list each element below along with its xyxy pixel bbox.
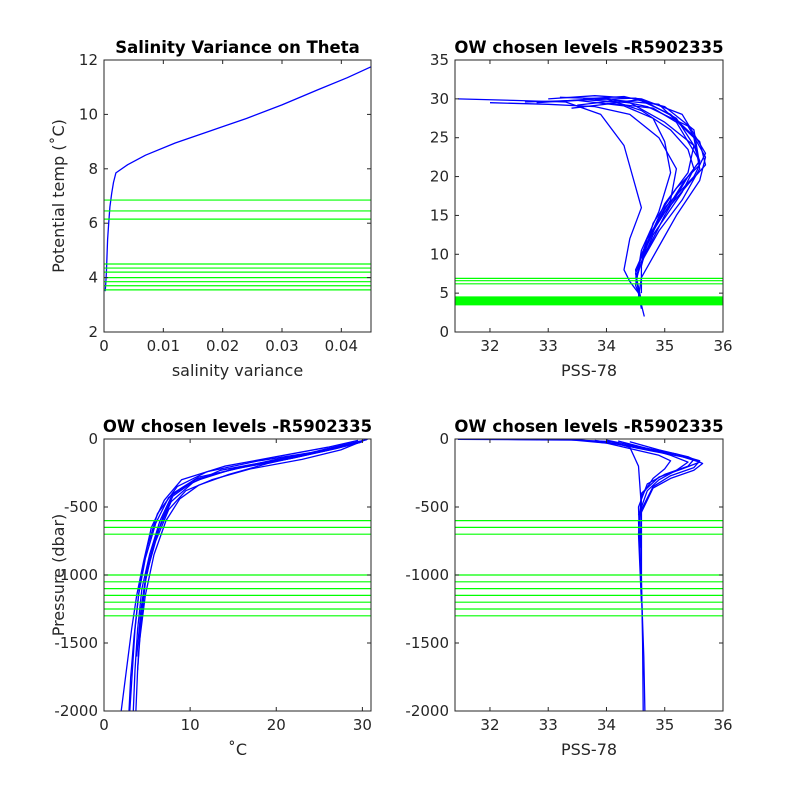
x-tick-label: 36 xyxy=(713,337,732,355)
y-tick-label: 25 xyxy=(430,129,449,147)
series-line-5 xyxy=(489,102,678,302)
y-tick-label: 0 xyxy=(439,323,449,341)
axes-box xyxy=(454,59,724,333)
y-tick-label: 10 xyxy=(79,105,98,123)
y-tick-label: 2 xyxy=(88,323,98,341)
x-tick-label: 0 xyxy=(99,716,109,734)
x-tick-label: 32 xyxy=(480,337,499,355)
y-tick-label: 8 xyxy=(88,160,98,178)
x-tick-label: 0.04 xyxy=(325,337,358,355)
x-axis-label: PSS-78 xyxy=(561,361,617,380)
y-tick-label: 0 xyxy=(439,430,449,448)
y-tick-label: 20 xyxy=(430,168,449,186)
series-line-8 xyxy=(606,98,695,282)
axes-box xyxy=(103,59,372,333)
plot-area xyxy=(455,60,723,332)
series-line-11 xyxy=(524,99,672,286)
series-line-7 xyxy=(637,520,646,711)
series-line-3 xyxy=(606,439,701,575)
series-line-0 xyxy=(104,66,371,292)
y-tick-label: 15 xyxy=(430,206,449,224)
x-tick-label: 10 xyxy=(181,716,200,734)
salinity-pressure-plot: 32 33 34 35 36 -2000 -1500 -1000 -500 0 OW chosen … xyxy=(405,417,732,759)
x-tick-label: 0.02 xyxy=(206,337,239,355)
y-tick-label: 5 xyxy=(439,284,449,302)
plot-title: OW chosen levels -R5902335 xyxy=(103,417,372,436)
plot-title: Salinity Variance on Theta xyxy=(115,38,360,57)
x-tick-label: 35 xyxy=(655,716,674,734)
x-axis-label: salinity variance xyxy=(172,361,303,380)
x-tick-label: 33 xyxy=(539,337,558,355)
x-tick-label: 35 xyxy=(655,337,674,355)
plot-content xyxy=(455,95,723,317)
x-tick-label: 30 xyxy=(353,716,372,734)
plot-area xyxy=(104,60,371,332)
plot-content xyxy=(104,439,371,711)
salinity-theta-plot: 32 33 34 35 36 0 5 10 15 20 25 30 35 OW chosen levels… xyxy=(430,38,733,380)
x-axis-label: ˚C xyxy=(228,740,247,759)
y-tick-label: -500 xyxy=(415,498,449,516)
x-tick-label: 0 xyxy=(99,337,109,355)
y-tick-label: 35 xyxy=(430,51,449,69)
x-tick-label: 33 xyxy=(539,716,558,734)
y-tick-label: -500 xyxy=(64,498,98,516)
y-tick-label: -1000 xyxy=(405,566,449,584)
y-tick-label: -1500 xyxy=(405,634,449,652)
y-tick-label: 6 xyxy=(88,214,98,232)
series-line-5 xyxy=(565,439,672,548)
y-tick-label: -1500 xyxy=(54,634,98,652)
y-tick-label: -2000 xyxy=(54,702,98,720)
y-axis-label: Pressure (dbar) xyxy=(49,514,68,637)
series-line-4 xyxy=(617,440,689,516)
x-tick-label: 20 xyxy=(267,716,286,734)
y-tick-label: 4 xyxy=(88,269,98,287)
plot-title: OW chosen levels -R5902335 xyxy=(454,38,723,57)
salinity-variance-plot: 0 0.01 0.02 0.03 0.04 2 4 6 8 10 12 Salinity Varian… xyxy=(49,38,372,380)
y-tick-label: -2000 xyxy=(405,702,449,720)
series-line-6 xyxy=(629,441,704,513)
x-axis-label: PSS-78 xyxy=(561,740,617,759)
y-tick-label: 0 xyxy=(88,430,98,448)
temperature-pressure-plot: 0 10 20 30 -2000 -1500 -1000 -500 0 OW chosen lev… xyxy=(49,417,372,759)
y-axis-label: Potential temp (˚C) xyxy=(49,119,68,273)
series-line-1 xyxy=(577,439,701,603)
x-tick-label: 32 xyxy=(480,716,499,734)
y-tick-label: 12 xyxy=(79,51,98,69)
x-tick-label: 34 xyxy=(597,337,616,355)
series-line-4 xyxy=(136,439,365,671)
y-tick-label: 30 xyxy=(430,90,449,108)
x-tick-label: 36 xyxy=(713,716,732,734)
plot-content xyxy=(455,439,723,711)
y-tick-label: -1000 xyxy=(54,566,98,584)
y-tick-label: 10 xyxy=(430,245,449,263)
x-tick-label: 0.01 xyxy=(147,337,180,355)
plot-content xyxy=(104,66,371,292)
x-tick-label: 0.03 xyxy=(265,337,298,355)
plot-title: OW chosen levels -R5902335 xyxy=(454,417,723,436)
x-tick-label: 34 xyxy=(597,716,616,734)
series-line-7 xyxy=(128,441,361,711)
series-line-10 xyxy=(594,97,707,259)
